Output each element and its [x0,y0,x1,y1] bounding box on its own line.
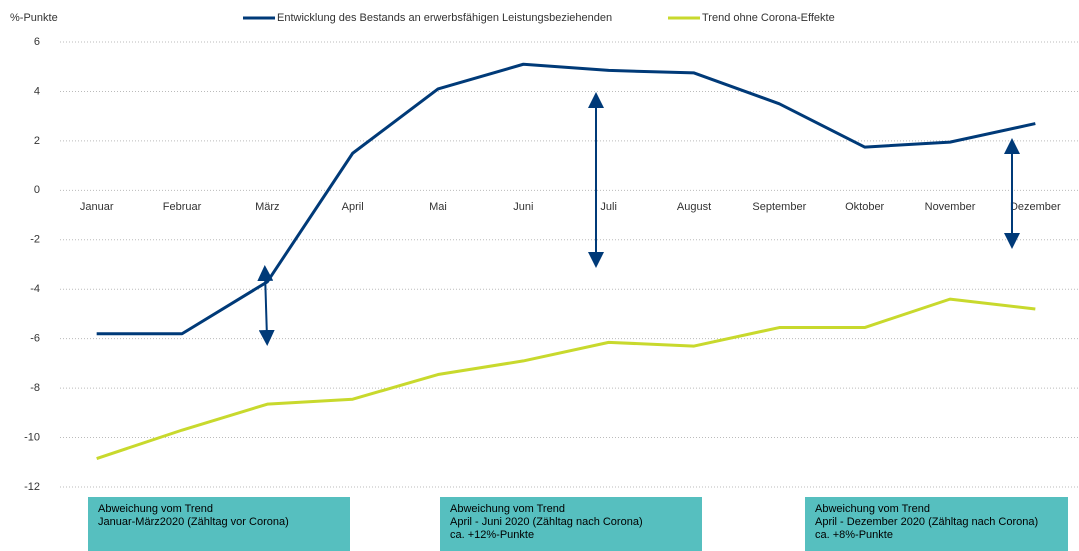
annotation-box [88,497,350,551]
annotation-text: ca. +8%-Punkte [815,529,893,541]
x-tick-label: Februar [163,201,202,213]
y-tick-label: -8 [30,382,40,394]
legend-label: Trend ohne Corona-Effekte [702,12,835,24]
y-tick-label: -4 [30,283,40,295]
annotation-text: ca. +12%-Punkte [450,529,534,541]
y-tick-label: -12 [24,481,40,493]
series-line [96,297,1036,460]
annotation-text: Abweichung vom Trend [450,503,565,515]
y-tick-label: -2 [30,234,40,246]
arrow [257,265,275,346]
x-tick-label: September [752,201,806,213]
deviation-arrows [257,92,1020,346]
y-tick-label: 6 [34,36,40,48]
annotation-text: Januar-März2020 (Zähltag vor Corona) [98,516,289,528]
x-tick-label: August [677,201,711,213]
annotation-text: Abweichung vom Trend [98,503,213,515]
legend-label: Entwicklung des Bestands an erwerbsfähig… [277,12,612,24]
annotation-box [440,497,702,551]
y-tick-label: 0 [34,184,40,196]
annotation-box [805,497,1068,551]
y-axis-label: %-Punkte [10,12,58,24]
x-tick-label: April [342,201,364,213]
annotation-text: April - Juni 2020 (Zähltag nach Corona) [450,516,643,528]
x-tick-label: Dezember [1010,201,1061,213]
x-tick-label: Mai [429,201,447,213]
series-line [96,62,1036,336]
x-tick-label: Juni [513,201,533,213]
y-tick-label: -6 [30,333,40,345]
x-tick-label: März [255,201,279,213]
y-tick-label: 4 [34,85,40,97]
x-tick-label: Oktober [845,201,884,213]
annotation-text: Abweichung vom Trend [815,503,930,515]
y-tick-label: 2 [34,135,40,147]
x-tick-label: Januar [80,201,114,213]
x-tick-label: November [925,201,976,213]
annotation-text: April - Dezember 2020 (Zähltag nach Coro… [815,516,1038,528]
x-tick-label: Juli [600,201,617,213]
y-tick-label: -10 [24,431,40,443]
